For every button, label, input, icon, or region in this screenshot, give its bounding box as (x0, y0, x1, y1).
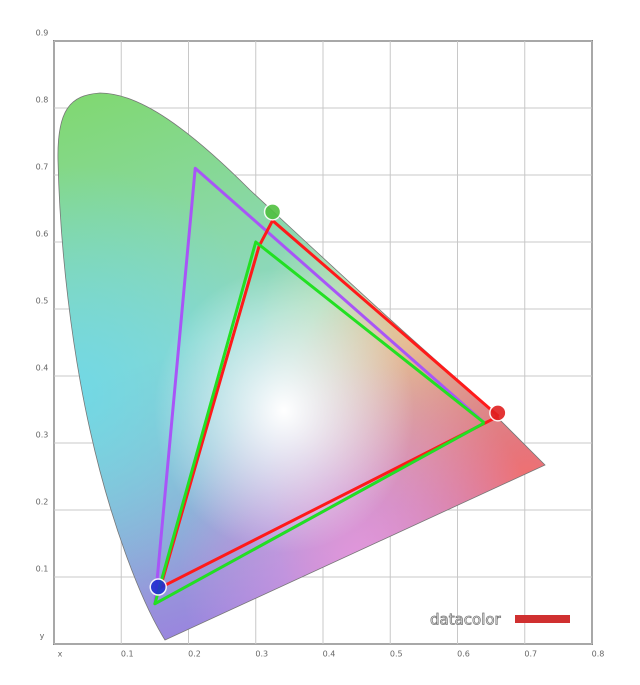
y-tick-label: 0.7 (36, 163, 49, 172)
x-tick-label: 0.6 (457, 650, 470, 659)
x-tick-label: 0.7 (524, 650, 537, 659)
watermark-bar (515, 615, 570, 623)
locus-outline (57, 92, 546, 641)
marks (149, 166, 507, 606)
x-tick-label: 0.1 (121, 650, 134, 659)
y-tick-label: 0.4 (36, 364, 49, 373)
x-tick-label: 0.2 (188, 650, 201, 659)
watermark: datacolor (430, 611, 502, 629)
y-tick-label: 0.1 (36, 565, 49, 574)
gamut-triangle (153, 240, 486, 606)
y-tick-label: 0.8 (36, 96, 49, 105)
x-tick-label: 0.3 (255, 650, 268, 659)
y-tick-label: 0.6 (36, 230, 49, 239)
x-tick-label: 0.5 (390, 650, 403, 659)
y-tick-label: 0.9 (36, 29, 49, 38)
y-tick-label: 0.5 (36, 297, 49, 306)
x-tick-label: 0.8 (592, 650, 605, 659)
gamut-point (489, 404, 507, 422)
x-tick-label: 0.4 (323, 650, 336, 659)
gamut-point (149, 578, 167, 596)
x-tick-label: x (58, 650, 63, 659)
gamut-point (263, 203, 282, 221)
y-tick-label: 0.3 (36, 431, 49, 440)
y-tick-label: 0.2 (36, 498, 49, 507)
y-tick-label: y (40, 632, 45, 641)
